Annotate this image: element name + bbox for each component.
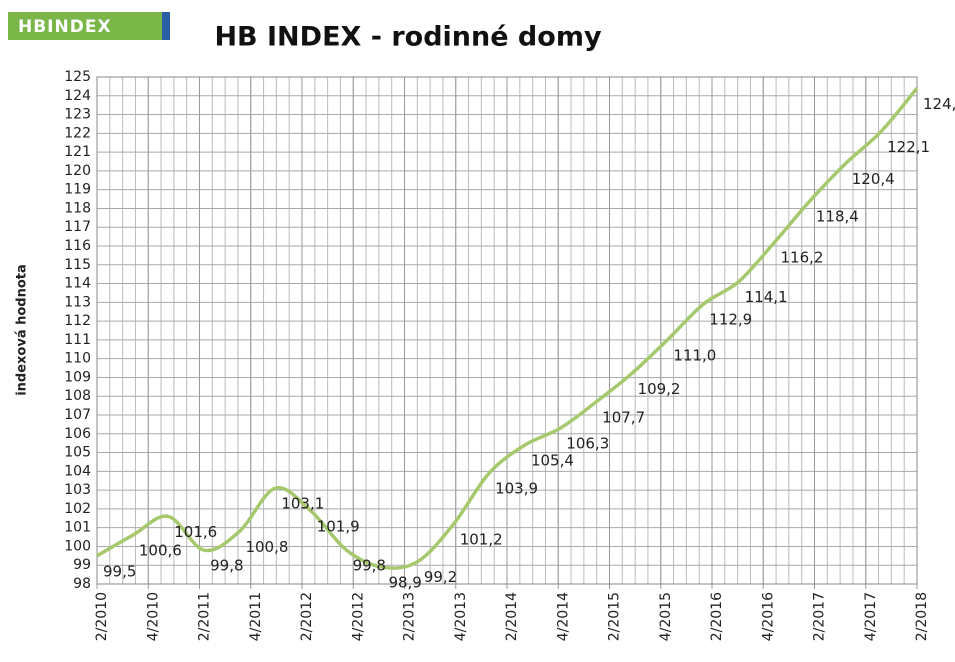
y-tick-label: 114 [64,276,91,292]
x-tick-label: 4/2014 [555,592,571,641]
y-tick-label: 98 [73,576,91,592]
y-tick-label: 103 [64,482,91,498]
data-label: 99,5 [103,562,136,580]
y-tick-label: 111 [64,332,91,348]
y-tick-label: 120 [64,163,91,179]
x-tick-label: 2/2013 [402,592,418,641]
data-label: 99,2 [424,568,457,586]
y-tick-label: 125 [64,69,91,85]
data-label: 101,2 [460,530,503,548]
plot-frame [96,76,918,585]
chart-title: HB INDEX - rodinné domy [214,22,602,53]
y-tick-label: 113 [64,294,91,310]
y-tick-label: 116 [64,238,91,254]
data-label: 106,3 [566,435,609,453]
x-tick-label: 4/2017 [863,592,879,641]
data-label: 99,8 [353,557,386,575]
y-tick-label: 118 [64,200,91,216]
x-tick-label: 2/2011 [197,592,213,641]
y-tick-label: 99 [73,557,91,573]
logo-box [8,12,170,40]
data-label: 118,4 [816,207,859,225]
x-tick-label: 4/2010 [145,592,161,641]
y-tick-label: 119 [64,182,91,198]
y-tick-label: 117 [64,219,91,235]
x-tick-label: 4/2012 [350,592,366,641]
data-label: 109,2 [638,380,681,398]
y-tick-label: 108 [64,388,91,404]
y-tick-label: 104 [64,463,91,479]
y-tick-label: 101 [64,520,91,536]
y-tick-label: 105 [64,445,91,461]
data-label: 103,9 [495,480,538,498]
y-tick-label: 107 [64,407,91,423]
line [96,87,919,570]
x-tick-label: 2/2010 [94,592,110,641]
x-tick-label: 2/2018 [914,592,930,641]
data-label: 124,4 [923,95,955,113]
data-label: 116,2 [781,249,824,267]
y-tick-label: 100 [64,538,91,554]
y-tick-label: 124 [64,88,91,104]
logo-stripe [162,12,170,40]
data-label: 105,4 [531,452,574,470]
data-label: 98,9 [388,574,421,592]
data-label: 101,6 [174,523,217,541]
y-tick-label: 102 [64,501,91,517]
data-label: 100,8 [245,538,288,556]
data-label: 111,0 [673,346,716,364]
y-axis-label: indexová hodnota [15,264,30,396]
x-tick-label: 2/2014 [504,592,520,641]
y-tick-label: 110 [64,351,91,367]
data-label: 112,9 [709,311,752,329]
logo: HBINDEX [18,17,112,37]
x-tick-label: 4/2011 [248,592,264,641]
y-tick-label: 115 [64,257,91,273]
data-label: 114,1 [745,288,788,306]
data-label: 107,7 [602,408,645,426]
data-label: 103,1 [281,495,324,513]
y-tick-label: 112 [64,313,91,329]
x-tick-label: 4/2013 [453,592,469,641]
data-label: 101,9 [317,517,360,535]
x-tick-label: 2/2015 [607,592,623,641]
data-label: 122,1 [887,138,930,156]
y-tick-label: 121 [64,144,91,160]
y-tick-label: 106 [64,426,91,442]
data-label: 120,4 [852,170,895,188]
x-tick-label: 2/2017 [812,592,828,641]
data-label: 100,6 [139,542,182,560]
y-tick-label: 122 [64,125,91,141]
data-label: 99,8 [210,557,243,575]
x-tick-label: 4/2015 [658,592,674,641]
x-tick-label: 4/2016 [760,592,776,641]
y-tick-label: 123 [64,107,91,123]
x-tick-label: 2/2012 [299,592,315,641]
y-tick-label: 109 [64,369,91,385]
x-tick-label: 2/2016 [709,592,725,641]
